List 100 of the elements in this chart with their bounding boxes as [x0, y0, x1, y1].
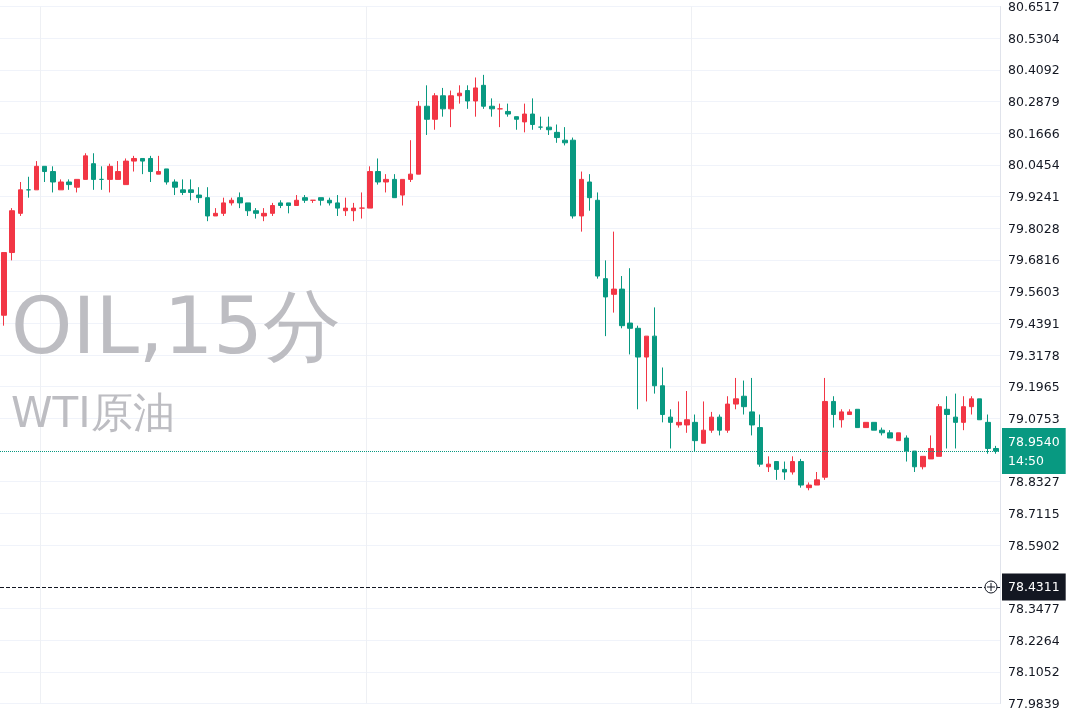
candlestick	[205, 186, 210, 222]
candlestick	[457, 84, 462, 105]
candlestick	[546, 116, 552, 136]
candlestick	[514, 116, 519, 131]
candlestick	[953, 393, 958, 449]
text: WTI原油	[11, 387, 175, 437]
candlestick	[887, 429, 893, 439]
candlestick	[652, 306, 657, 395]
candlestick	[936, 403, 942, 457]
candlestick	[562, 126, 568, 146]
candlestick	[115, 160, 121, 180]
candlestick	[58, 178, 64, 191]
y-tick-label: 79.8028	[1008, 220, 1060, 236]
y-tick-label: 80.5304	[1008, 30, 1060, 46]
y-tick-label: 78.7115	[1008, 505, 1060, 521]
candlestick	[570, 137, 576, 220]
candlestick	[660, 366, 665, 423]
candlestick	[131, 155, 137, 173]
candlestick	[554, 124, 560, 144]
candlestick	[896, 432, 901, 442]
candlestick	[351, 202, 356, 222]
y-tick-label: 79.4391	[1008, 315, 1060, 331]
candlestick	[644, 335, 649, 402]
candlestick	[50, 165, 56, 193]
candlestick	[359, 191, 365, 220]
text: OIL,15分	[11, 281, 341, 371]
candlestick	[432, 92, 438, 131]
candlestick	[140, 157, 145, 175]
candlestick	[798, 458, 804, 489]
candlestick	[806, 481, 812, 491]
candlestick	[977, 398, 982, 421]
candlestick	[505, 103, 511, 118]
candlestick	[107, 163, 113, 193]
candlestick	[969, 395, 974, 416]
candlestick	[920, 455, 926, 470]
candlestick	[66, 178, 72, 191]
candlestick	[814, 471, 820, 486]
y-tick-label: 80.0454	[1008, 157, 1060, 173]
y-tick-label: 80.6517	[1008, 0, 1060, 14]
candlestick	[701, 400, 706, 444]
candlestick	[538, 116, 543, 131]
candlestick	[148, 155, 153, 183]
candlestick	[343, 197, 348, 217]
candlestick	[448, 90, 454, 128]
candlestick	[465, 84, 470, 110]
candlestick	[522, 103, 527, 133]
candlestick	[261, 207, 267, 222]
candlestick	[473, 76, 478, 118]
candlestick	[400, 178, 405, 206]
y-tick-label: 78.1052	[1008, 664, 1060, 680]
candlestick	[375, 157, 381, 186]
candlestick	[302, 194, 308, 204]
candlestick	[294, 194, 299, 206]
candlestick	[595, 191, 600, 280]
candlestick	[416, 100, 421, 175]
candlestick	[188, 178, 194, 201]
candlestick	[676, 400, 682, 429]
candlestick	[180, 178, 186, 196]
candlestick	[587, 173, 592, 212]
candlestick	[481, 74, 486, 110]
candlestick	[34, 160, 39, 191]
candlestick	[944, 395, 950, 449]
candlestick	[229, 197, 234, 206]
candlestick	[822, 377, 828, 481]
candlestick	[709, 411, 714, 434]
candlestick	[440, 87, 446, 118]
candlestick	[196, 186, 202, 204]
y-tick-label: 80.1666	[1008, 125, 1060, 141]
candlestick	[408, 139, 413, 183]
y-tick-label: 78.3477	[1008, 600, 1060, 616]
candlestick	[74, 178, 80, 193]
candlestick	[367, 165, 373, 209]
candlestick	[831, 395, 836, 429]
candlestick	[749, 377, 755, 436]
candlestick	[237, 191, 243, 209]
y-tick-label: 78.2264	[1008, 632, 1060, 648]
candlestick	[863, 421, 869, 429]
candlestick	[489, 97, 495, 118]
candlestick	[497, 103, 503, 128]
candlestick	[213, 207, 218, 217]
candlestick	[286, 202, 291, 214]
candlestick	[221, 197, 226, 217]
candlestick	[327, 197, 332, 206]
candlestick	[603, 259, 608, 337]
candlestick	[318, 197, 324, 206]
candlestick	[18, 181, 23, 217]
candlestick	[1, 252, 7, 327]
candlestick	[383, 173, 389, 193]
candlestick	[579, 171, 584, 233]
candlestick	[928, 434, 934, 460]
candlestick	[9, 207, 15, 261]
candlestick	[253, 207, 259, 220]
candlestick	[733, 377, 739, 410]
candlestick	[774, 461, 779, 481]
y-tick-label: 79.5603	[1008, 284, 1060, 300]
candlestick	[668, 408, 673, 449]
candlestick	[782, 461, 787, 481]
candlestick	[725, 395, 730, 434]
candlestick	[278, 199, 283, 209]
candlestick	[245, 202, 251, 217]
